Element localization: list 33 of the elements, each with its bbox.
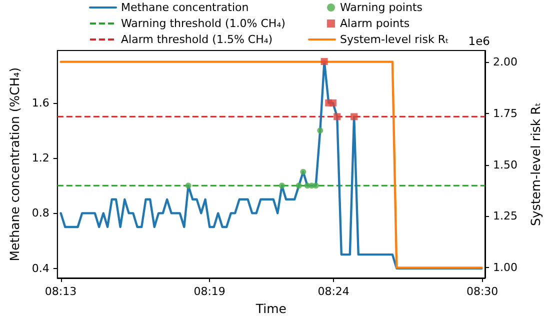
point (329, 99, 336, 106)
point (296, 182, 302, 189)
y-tick-label: 0.8 (32, 206, 50, 220)
legend-label: Alarm points (340, 17, 410, 30)
y2-tick-label: 1.00 (493, 261, 518, 274)
x-tick-label: 08:13 (44, 285, 77, 298)
point (312, 182, 319, 189)
y-tick-label: 1.2 (32, 152, 50, 165)
x-tick-label: 08:30 (466, 285, 498, 298)
y2-tick-label: 2.00 (493, 55, 518, 68)
point (317, 127, 324, 134)
y2-axis-title: System-level risk Rₜ (528, 102, 543, 226)
y-tick-label: 0.4 (32, 262, 50, 275)
legend-label: System-level risk Rₜ (340, 33, 449, 46)
y2-tick-label: 1.75 (493, 106, 518, 120)
y2-tick-label: 1.25 (493, 210, 518, 223)
x-tick-label: 08:19 (194, 285, 226, 298)
point (320, 58, 328, 66)
x-tick-label: 08:24 (318, 285, 350, 298)
point (278, 182, 285, 189)
legend-label: Warning threshold (1.0% CH₄) (121, 17, 286, 30)
point (300, 168, 306, 175)
y-tick-label: 1.6 (32, 96, 50, 110)
text: 1e6 (468, 34, 490, 48)
point (334, 113, 341, 120)
point (185, 182, 192, 189)
point (350, 113, 358, 120)
y2-tick-label: 1.50 (493, 158, 518, 172)
legend-label: Warning points (340, 1, 423, 14)
y-axis-title: Methane concentration (%CH₄) (7, 67, 22, 262)
legend-label: Methane concentration (121, 1, 249, 14)
x-axis-title: Time (254, 301, 287, 316)
legend-label: Alarm threshold (1.5% CH₄) (121, 33, 273, 46)
